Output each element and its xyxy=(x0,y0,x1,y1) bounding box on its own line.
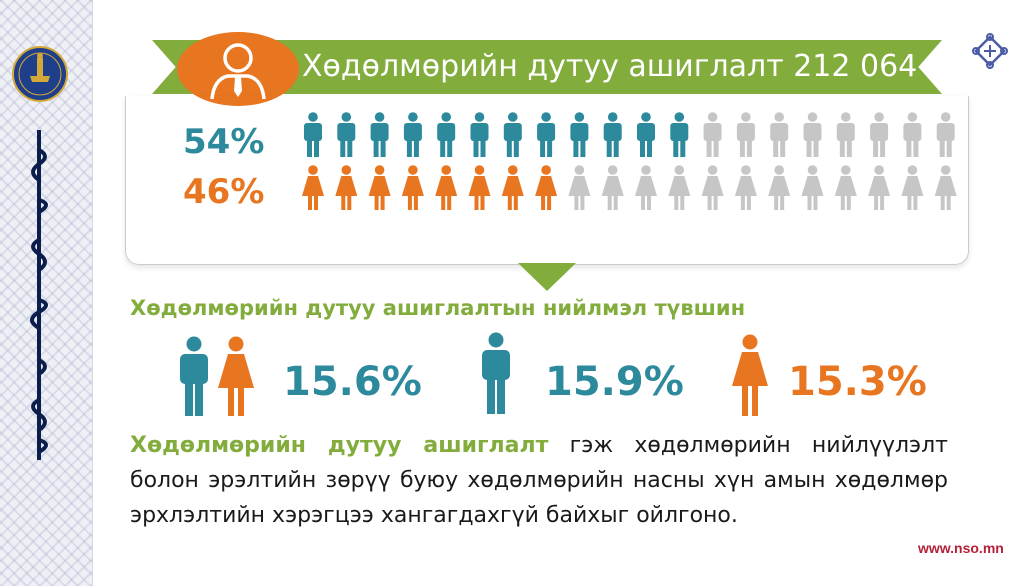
banner-title: Хөдөлмөрийн дутуу ашиглалт 212 064 xyxy=(302,49,918,84)
female-empty-icon xyxy=(934,165,957,210)
male-icon xyxy=(482,332,510,414)
male-empty-icon xyxy=(770,112,789,157)
male-icon-row xyxy=(304,112,955,157)
female-empty-icon xyxy=(568,165,591,210)
person-icon xyxy=(177,32,299,106)
female-icon-row xyxy=(302,165,957,210)
male-filled-icon xyxy=(637,112,655,157)
male-filled-icon xyxy=(503,112,522,157)
female-empty-icon xyxy=(901,165,924,210)
female-filled-icon xyxy=(435,165,458,210)
male-filled-icon xyxy=(370,112,389,157)
female-filled-icon xyxy=(535,165,558,210)
website-link[interactable]: www.nso.mn xyxy=(918,540,1004,556)
male-filled-icon xyxy=(304,112,322,157)
male-filled-icon xyxy=(537,112,556,157)
female-icon xyxy=(732,334,768,416)
male-filled-icon xyxy=(670,112,689,157)
female-filled-icon xyxy=(368,165,391,210)
male-filled-icon xyxy=(603,112,622,157)
male-empty-icon xyxy=(903,112,922,157)
female-empty-icon xyxy=(768,165,791,210)
female-empty-icon xyxy=(601,165,624,210)
male-filled-icon xyxy=(337,112,356,157)
female-empty-icon xyxy=(734,165,757,210)
female-filled-icon xyxy=(468,165,491,210)
nso-logo xyxy=(12,46,68,102)
definition-text: гэж хөдөлмөрийн нийлүүлэлт болон эрэлтий… xyxy=(130,433,948,528)
female-filled-icon xyxy=(501,165,524,210)
female-icon xyxy=(218,336,254,416)
female-share-label: 46% xyxy=(183,172,265,212)
female-empty-icon xyxy=(701,165,724,210)
rate-title: Хөдөлмөрийн дутуу ашиглалтын нийлмэл түв… xyxy=(130,296,746,320)
female-empty-icon xyxy=(868,165,891,210)
male-icon xyxy=(180,336,208,416)
female-filled-icon xyxy=(335,165,358,210)
female-filled-icon xyxy=(302,165,324,210)
female-filled-icon xyxy=(401,165,424,210)
male-empty-icon xyxy=(936,112,955,157)
male-filled-icon xyxy=(437,112,456,157)
male-empty-icon xyxy=(836,112,855,157)
male-filled-icon xyxy=(470,112,489,157)
male-filled-icon xyxy=(570,112,589,157)
mongolian-script-decoration xyxy=(30,130,48,460)
definition-term: Хөдөлмөрийн дутуу ашиглалт xyxy=(130,433,549,458)
female-rate-value: 15.3% xyxy=(788,359,927,405)
male-filled-icon xyxy=(403,112,422,157)
total-rate-value: 15.6% xyxy=(283,359,422,405)
male-share-label: 54% xyxy=(183,122,265,162)
male-empty-icon xyxy=(736,112,755,157)
panel-pointer xyxy=(518,263,576,291)
female-empty-icon xyxy=(801,165,824,210)
male-empty-icon xyxy=(703,112,722,157)
definition-paragraph: Хөдөлмөрийн дутуу ашиглалт гэж хөдөлмөри… xyxy=(130,428,948,533)
male-empty-icon xyxy=(803,112,822,157)
endless-knot-icon xyxy=(972,33,1008,69)
decorative-sidebar xyxy=(0,0,93,586)
female-empty-icon xyxy=(635,165,657,210)
female-empty-icon xyxy=(834,165,857,210)
male-rate-value: 15.9% xyxy=(545,359,684,405)
male-empty-icon xyxy=(870,112,889,157)
female-empty-icon xyxy=(668,165,691,210)
